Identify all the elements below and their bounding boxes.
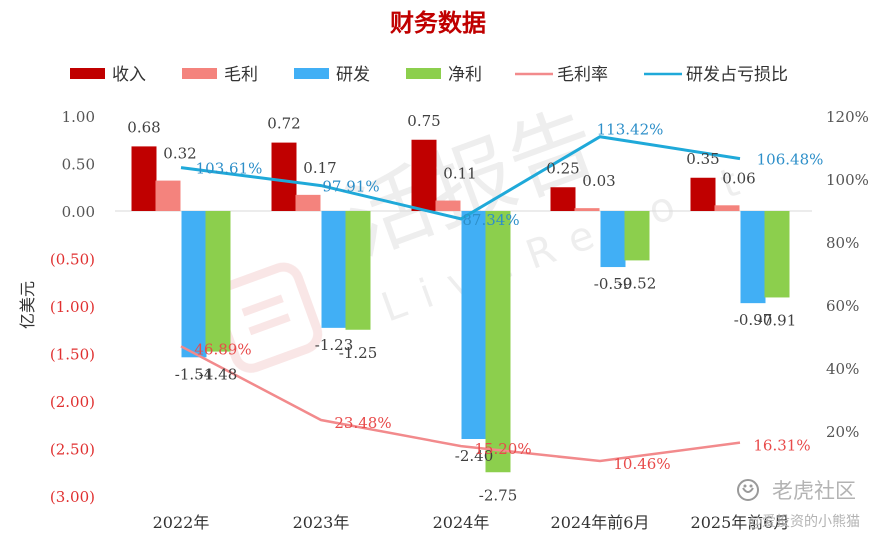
legend-swatch xyxy=(406,68,441,79)
y-tick-label: 0.00 xyxy=(62,203,95,221)
bar-净利 xyxy=(345,211,371,330)
y-axis-label: 亿美元 xyxy=(18,281,37,329)
bar-研发 xyxy=(600,211,626,268)
line-研发占亏损比 xyxy=(180,135,741,221)
y2-tick-label: 80% xyxy=(826,234,859,252)
bar-研发 xyxy=(321,211,347,328)
tiger-logo-icon xyxy=(737,479,759,501)
bar-label: 0.72 xyxy=(267,115,300,133)
x-tick-label: 2022年 xyxy=(153,513,210,532)
bar-label: 0.06 xyxy=(722,169,755,187)
bars xyxy=(131,139,790,473)
y2-tick-label: 60% xyxy=(826,297,859,315)
legend: 收入 毛利 研发 净利 毛利率 研发占亏损比 xyxy=(70,65,788,85)
bar-label: -2.40 xyxy=(455,447,493,465)
line-label: 106.48% xyxy=(757,151,824,169)
bar-收入 xyxy=(271,142,297,211)
legend-label: 研发 xyxy=(336,65,370,85)
legend-label: 研发占亏损比 xyxy=(686,65,788,85)
legend-swatch xyxy=(182,68,217,79)
credit-handle: @爱投资的小熊猫 xyxy=(748,514,860,530)
y-axis: 1.00 0.50 0.00 (0.50) (1.00) (1.50) (2.00) (2.5… xyxy=(50,108,95,506)
bar-收入 xyxy=(131,146,157,211)
line-label: 113.42% xyxy=(597,121,664,139)
bar-净利 xyxy=(764,211,790,298)
line-label: 10.46% xyxy=(613,455,670,473)
bar-label: 0.68 xyxy=(127,118,160,136)
x-tick-label: 2025年前6月 xyxy=(691,513,790,532)
y2-tick-label: 100% xyxy=(826,171,869,189)
legend-label: 收入 xyxy=(112,65,146,85)
line-label: 15.20% xyxy=(474,440,531,458)
y-tick-label: (3.00) xyxy=(50,488,95,506)
bar-毛利 xyxy=(155,180,181,211)
line-label: 87.34% xyxy=(462,211,519,229)
y2-tick-label: 120% xyxy=(826,108,869,126)
bar-毛利 xyxy=(435,200,461,211)
bar-净利 xyxy=(205,211,231,352)
y-tick-label: (1.00) xyxy=(50,298,95,316)
bar-label: -0.59 xyxy=(594,275,632,293)
bar-label: -0.91 xyxy=(758,311,796,329)
bar-净利 xyxy=(624,211,650,261)
legend-label: 毛利率 xyxy=(557,65,608,85)
lines xyxy=(180,135,741,463)
bar-label: 0.32 xyxy=(163,145,196,163)
bar-收入 xyxy=(690,177,716,211)
line-label: 16.31% xyxy=(753,437,810,455)
bar-label: 0.03 xyxy=(582,172,615,190)
legend-swatch xyxy=(294,68,329,79)
bar-label: -0.97 xyxy=(734,311,772,329)
bar-label: -1.23 xyxy=(315,336,353,354)
bar-label: 0.11 xyxy=(443,165,476,183)
bar-label: 0.75 xyxy=(407,112,440,130)
bar-label: 0.17 xyxy=(303,159,336,177)
bar-毛利 xyxy=(295,194,321,211)
line-label: 46.89% xyxy=(194,340,251,358)
line-label: 97.91% xyxy=(322,178,379,196)
y2-axis: 120% 100% 80% 60% 40% 20% xyxy=(826,108,869,441)
bar-label: -0.52 xyxy=(618,274,656,292)
bar-毛利 xyxy=(574,208,600,211)
bar-毛利 xyxy=(714,205,740,211)
bar-label: 0.25 xyxy=(546,159,579,177)
chart-title: 财务数据 xyxy=(390,8,486,37)
bar-label: 0.35 xyxy=(686,150,719,168)
y-tick-label: (1.50) xyxy=(50,346,95,364)
y-tick-label: 0.50 xyxy=(62,156,95,174)
data-labels: 0.68 0.72 0.75 0.25 0.35 0.32 0.17 0.11 0.03 0.06… xyxy=(127,112,823,505)
line-毛利率 xyxy=(180,345,741,463)
bar-label: -2.75 xyxy=(479,486,517,504)
x-tick-label: 2023年 xyxy=(293,513,350,532)
bar-label: -1.54 xyxy=(175,365,213,383)
y-tick-label: 1.00 xyxy=(62,108,95,126)
y-tick-label: (2.50) xyxy=(50,441,95,459)
line-label: 103.61% xyxy=(196,160,263,178)
line-label: 23.48% xyxy=(334,414,391,432)
bar-label: -1.25 xyxy=(339,344,377,362)
credits: 老虎社区 @爱投资的小熊猫 xyxy=(737,479,860,530)
legend-label: 毛利 xyxy=(224,65,258,85)
bar-研发 xyxy=(181,211,207,358)
credit-brand: 老虎社区 xyxy=(772,479,856,503)
bar-研发 xyxy=(461,211,487,439)
y-tick-label: (2.00) xyxy=(50,393,95,411)
bar-收入 xyxy=(550,187,576,211)
x-tick-label: 2024年前6月 xyxy=(551,513,650,532)
y2-tick-label: 20% xyxy=(826,423,859,441)
legend-label: 净利 xyxy=(448,65,482,85)
legend-swatch xyxy=(70,68,105,79)
bar-收入 xyxy=(411,139,437,211)
x-axis: 2022年 2023年 2024年 2024年前6月 2025年前6月 xyxy=(153,513,790,532)
x-tick-label: 2024年 xyxy=(433,513,490,532)
bar-label: -1.48 xyxy=(199,366,237,384)
y2-tick-label: 40% xyxy=(826,360,859,378)
bar-净利 xyxy=(485,211,511,473)
y-tick-label: (0.50) xyxy=(50,251,95,269)
bar-研发 xyxy=(740,211,766,304)
